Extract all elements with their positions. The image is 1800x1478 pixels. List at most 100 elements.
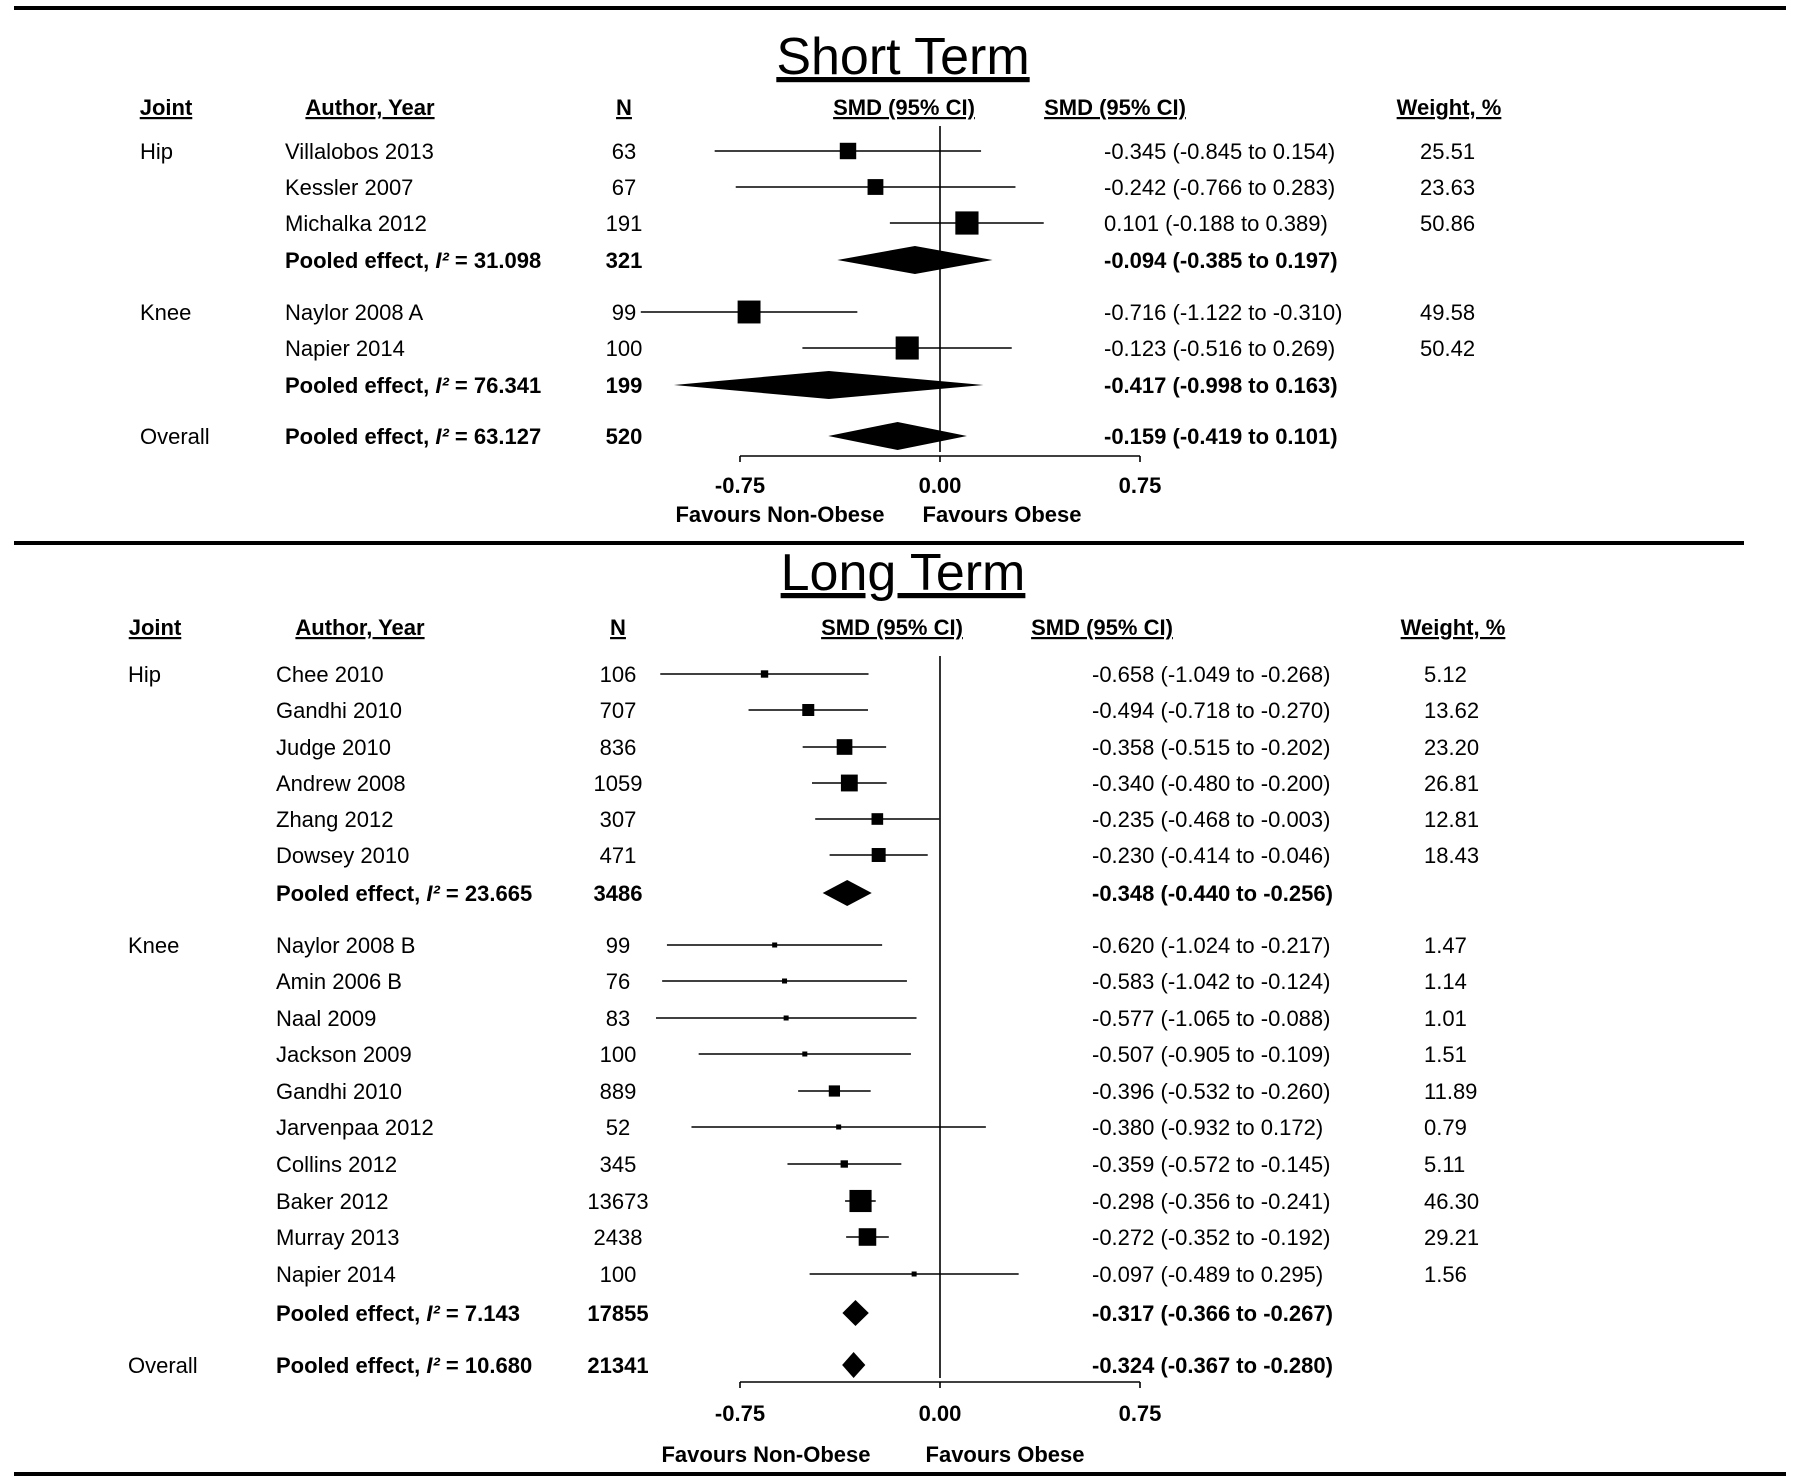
effect-square (911, 1271, 917, 1277)
effect-square (839, 142, 857, 160)
n-value: 191 (606, 211, 643, 236)
effect-square (802, 703, 815, 717)
header-joint: Joint (140, 95, 193, 120)
weight-value: 23.20 (1424, 735, 1479, 760)
effect-square (840, 1160, 848, 1168)
x-tick-label: 0.75 (1119, 1401, 1162, 1426)
smd-ci-text: -0.298 (-0.356 to -0.241) (1092, 1189, 1330, 1214)
study-label: Gandhi 2010 (276, 1079, 402, 1104)
n-value: 76 (606, 969, 630, 994)
smd-ci-text: -0.577 (-1.065 to -0.088) (1092, 1006, 1330, 1031)
study-label: Collins 2012 (276, 1152, 397, 1177)
header-smd-ci: SMD (95% CI) (1031, 615, 1173, 640)
effect-square (836, 739, 853, 755)
smd-ci-text: -0.094 (-0.385 to 0.197) (1104, 248, 1338, 273)
weight-value: 50.86 (1420, 211, 1475, 236)
effect-square (836, 1124, 842, 1130)
n-value: 471 (600, 843, 637, 868)
weight-value: 0.79 (1424, 1115, 1467, 1140)
header-n: N (610, 615, 626, 640)
effect-square (802, 1051, 808, 1057)
n-value: 3486 (594, 881, 643, 906)
weight-value: 1.14 (1424, 969, 1467, 994)
study-label: Kessler 2007 (285, 175, 413, 200)
n-value: 13673 (587, 1189, 648, 1214)
study-label: Gandhi 2010 (276, 698, 402, 723)
pooled-effect-label: Pooled effect, I² = 7.143 (276, 1301, 520, 1326)
x-tick-label: -0.75 (715, 473, 765, 498)
header-joint: Joint (129, 615, 182, 640)
n-value: 99 (606, 933, 630, 958)
study-label: Napier 2014 (285, 336, 405, 361)
smd-ci-text: -0.494 (-0.718 to -0.270) (1092, 698, 1330, 723)
x-tick-label: 0.00 (919, 1401, 962, 1426)
smd-ci-text: -0.359 (-0.572 to -0.145) (1092, 1152, 1330, 1177)
favours-obese-label: Favours Obese (923, 502, 1082, 527)
effect-square (840, 774, 858, 792)
weight-value: 13.62 (1424, 698, 1479, 723)
study-label: Zhang 2012 (276, 807, 393, 832)
effect-square (858, 1228, 877, 1246)
n-value: 63 (612, 139, 636, 164)
smd-ci-text: -0.417 (-0.998 to 0.163) (1104, 373, 1338, 398)
middle-rule (14, 541, 1744, 545)
x-tick-label: -0.75 (715, 1401, 765, 1426)
study-label: Jackson 2009 (276, 1042, 412, 1067)
joint-label: Knee (128, 933, 179, 958)
study-label: Amin 2006 B (276, 969, 402, 994)
smd-ci-text: -0.396 (-0.532 to -0.260) (1092, 1079, 1330, 1104)
joint-label: Knee (140, 300, 191, 325)
smd-ci-text: -0.159 (-0.419 to 0.101) (1104, 424, 1338, 449)
n-value: 321 (606, 248, 643, 273)
smd-ci-text: -0.507 (-0.905 to -0.109) (1092, 1042, 1330, 1067)
n-value: 345 (600, 1152, 637, 1177)
effect-square (783, 1015, 789, 1021)
favours-non-obese-label: Favours Non-Obese (675, 502, 884, 527)
effect-square (871, 848, 886, 862)
pooled-diamond (837, 246, 993, 274)
header-smd-plot: SMD (95% CI) (821, 615, 963, 640)
pooled-diamond (822, 880, 872, 906)
smd-ci-text: -0.348 (-0.440 to -0.256) (1092, 881, 1333, 906)
chart-title: Long Term (781, 544, 1026, 602)
smd-ci-text: -0.358 (-0.515 to -0.202) (1092, 735, 1330, 760)
weight-value: 5.11 (1424, 1152, 1465, 1177)
pooled-diamond (842, 1352, 866, 1378)
weight-value: 11.89 (1424, 1079, 1477, 1104)
weight-value: 25.51 (1420, 139, 1475, 164)
n-value: 307 (600, 807, 637, 832)
n-value: 100 (600, 1042, 637, 1067)
weight-value: 18.43 (1424, 843, 1479, 868)
header-author-year: Author, Year (295, 615, 425, 640)
study-label: Naylor 2008 A (285, 300, 424, 325)
study-label: Dowsey 2010 (276, 843, 409, 868)
joint-label: Hip (128, 662, 161, 687)
effect-square (895, 336, 919, 360)
n-value: 83 (606, 1006, 630, 1031)
pooled-effect-label: Pooled effect, I² = 10.680 (276, 1353, 532, 1378)
pooled-effect-label: Pooled effect, I² = 76.341 (285, 373, 541, 398)
weight-value: 50.42 (1420, 336, 1475, 361)
effect-square (849, 1189, 872, 1213)
effect-square (737, 300, 761, 324)
smd-ci-text: -0.235 (-0.468 to -0.003) (1092, 807, 1330, 832)
weight-value: 46.30 (1424, 1189, 1479, 1214)
weight-value: 12.81 (1424, 807, 1479, 832)
smd-ci-text: -0.380 (-0.932 to 0.172) (1092, 1115, 1323, 1140)
smd-ci-text: -0.242 (-0.766 to 0.283) (1104, 175, 1335, 200)
study-label: Murray 2013 (276, 1225, 400, 1250)
n-value: 106 (600, 662, 637, 687)
n-value: 520 (606, 424, 643, 449)
study-label: Villalobos 2013 (285, 139, 434, 164)
joint-label: Overall (140, 424, 210, 449)
study-label: Jarvenpaa 2012 (276, 1115, 434, 1140)
smd-ci-text: -0.340 (-0.480 to -0.200) (1092, 771, 1330, 796)
weight-value: 5.12 (1424, 662, 1467, 687)
smd-ci-text: -0.345 (-0.845 to 0.154) (1104, 139, 1335, 164)
n-value: 707 (600, 698, 637, 723)
chart-title: Short Term (776, 28, 1029, 86)
smd-ci-text: -0.324 (-0.367 to -0.280) (1092, 1353, 1333, 1378)
weight-value: 26.81 (1424, 771, 1479, 796)
effect-square (828, 1085, 841, 1097)
